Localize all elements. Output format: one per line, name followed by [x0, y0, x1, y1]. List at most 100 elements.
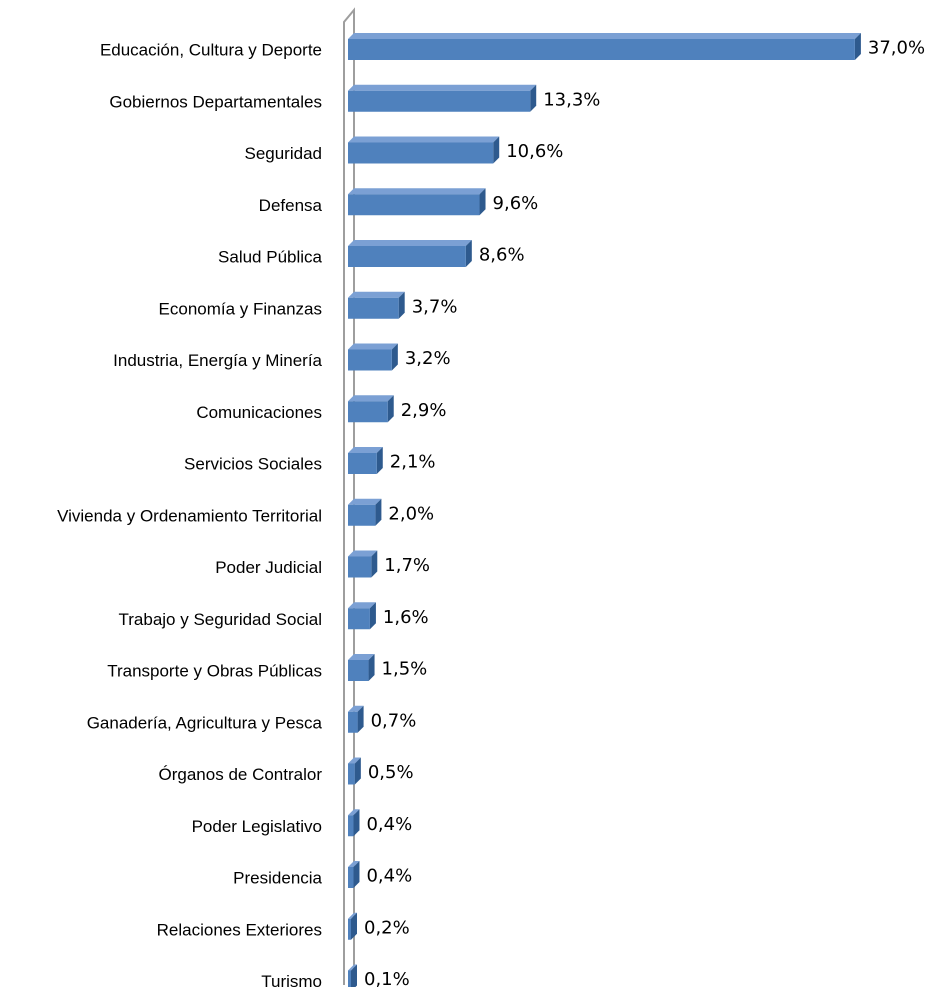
bar-side-face	[357, 705, 364, 733]
category-label: Industria, Energía y Minería	[113, 351, 322, 370]
bar-top-face	[348, 705, 364, 712]
bar	[348, 809, 360, 837]
bar	[348, 550, 378, 578]
category-label: Servicios Sociales	[184, 455, 322, 474]
bar	[348, 84, 537, 112]
bar-front-face	[348, 711, 358, 733]
bar-side-face	[375, 498, 382, 526]
bar-side-face	[530, 84, 537, 112]
data-label: 1,7%	[384, 555, 430, 576]
bar-top-face	[348, 188, 486, 195]
data-labels: 37,0% 13,3% 10,6% 9,6% 8,6% 3,7% 3,2% 2,9% 2,1% 2…	[364, 38, 925, 987]
bar-front-face	[348, 142, 494, 164]
axis-wall	[343, 7, 355, 985]
bar-front-face	[348, 504, 376, 526]
bar	[348, 602, 376, 630]
bar	[348, 343, 398, 371]
bar	[348, 705, 364, 733]
bar-top-face	[348, 602, 376, 609]
bar-top-face	[348, 447, 383, 453]
category-label: Economía y Finanzas	[159, 299, 322, 318]
bar	[348, 498, 382, 526]
data-label: 1,5%	[382, 659, 428, 680]
category-label: Relaciones Exteriores	[157, 920, 322, 939]
data-label: 0,4%	[366, 814, 412, 835]
bar-side-face	[369, 602, 376, 630]
bar-side-face	[351, 964, 357, 987]
bar	[348, 964, 357, 987]
bar-front-face	[348, 401, 388, 423]
bar	[348, 757, 361, 785]
bar-front-face	[348, 763, 355, 785]
bar	[348, 447, 383, 474]
bar-side-face	[479, 188, 486, 216]
category-labels: Educación, Cultura y Deporte Gobiernos De…	[57, 41, 322, 987]
category-label: Trabajo y Seguridad Social	[119, 610, 323, 629]
bar-side-face	[371, 550, 378, 578]
data-label: 9,6%	[493, 193, 539, 214]
bar-side-face	[391, 343, 398, 371]
bar-front-face	[348, 918, 351, 940]
category-label: Salud Pública	[218, 248, 323, 267]
data-label: 37,0%	[868, 38, 925, 59]
bar-top-face	[348, 84, 537, 91]
data-label: 1,6%	[383, 607, 429, 628]
bar-front-face	[348, 660, 369, 681]
bar-side-face	[854, 33, 861, 60]
data-label: 10,6%	[506, 141, 563, 162]
bar-front-face	[348, 39, 855, 60]
bar-front-face	[348, 815, 354, 837]
bar-front-face	[348, 556, 372, 578]
data-label: 2,9%	[401, 400, 447, 421]
bar-side-face	[465, 240, 472, 267]
bar-side-face	[353, 861, 360, 888]
bar-top-face	[348, 498, 382, 505]
category-label: Poder Legislativo	[192, 817, 322, 836]
bar-front-face	[348, 349, 392, 371]
bar	[348, 395, 394, 423]
bar-side-face	[493, 136, 500, 164]
bar	[348, 33, 861, 60]
bar-top-face	[348, 395, 394, 402]
category-label: Vivienda y Ordenamiento Territorial	[57, 506, 322, 525]
bar-top-face	[348, 809, 360, 816]
bar-front-face	[348, 970, 351, 987]
bar-top-face	[348, 757, 361, 764]
data-label: 0,1%	[364, 969, 410, 987]
bar-front-face	[348, 453, 377, 474]
category-label: Defensa	[259, 196, 323, 215]
bar-top-face	[348, 654, 375, 660]
bar-front-face	[348, 297, 399, 319]
data-label: 0,4%	[366, 866, 412, 887]
bar-side-face	[354, 757, 361, 785]
data-label: 2,1%	[390, 452, 436, 473]
data-label: 2,0%	[388, 503, 434, 524]
category-label: Órganos de Contralor	[159, 765, 323, 784]
bar-side-face	[353, 809, 360, 837]
bar-top-face	[348, 861, 360, 867]
bar-top-face	[348, 964, 357, 971]
data-label: 8,6%	[479, 245, 525, 266]
bar-side-face	[351, 912, 357, 940]
category-label: Transporte y Obras Públicas	[107, 662, 322, 681]
data-label: 13,3%	[543, 89, 600, 110]
data-label: 0,2%	[364, 917, 410, 938]
bar-side-face	[376, 447, 383, 474]
bar-front-face	[348, 194, 480, 216]
bar	[348, 188, 486, 216]
data-label: 0,5%	[368, 762, 414, 783]
category-label: Poder Judicial	[215, 558, 322, 577]
bar-front-face	[348, 608, 370, 630]
bar	[348, 654, 375, 681]
bar	[348, 912, 357, 940]
bar-side-face	[387, 395, 394, 423]
bar-front-face	[348, 867, 354, 888]
bar-group	[348, 33, 861, 987]
bar	[348, 240, 472, 267]
bar-top-face	[348, 912, 357, 919]
bar	[348, 136, 500, 164]
bar-front-face	[348, 246, 466, 267]
bar	[348, 291, 405, 319]
data-label: 3,7%	[412, 296, 458, 317]
